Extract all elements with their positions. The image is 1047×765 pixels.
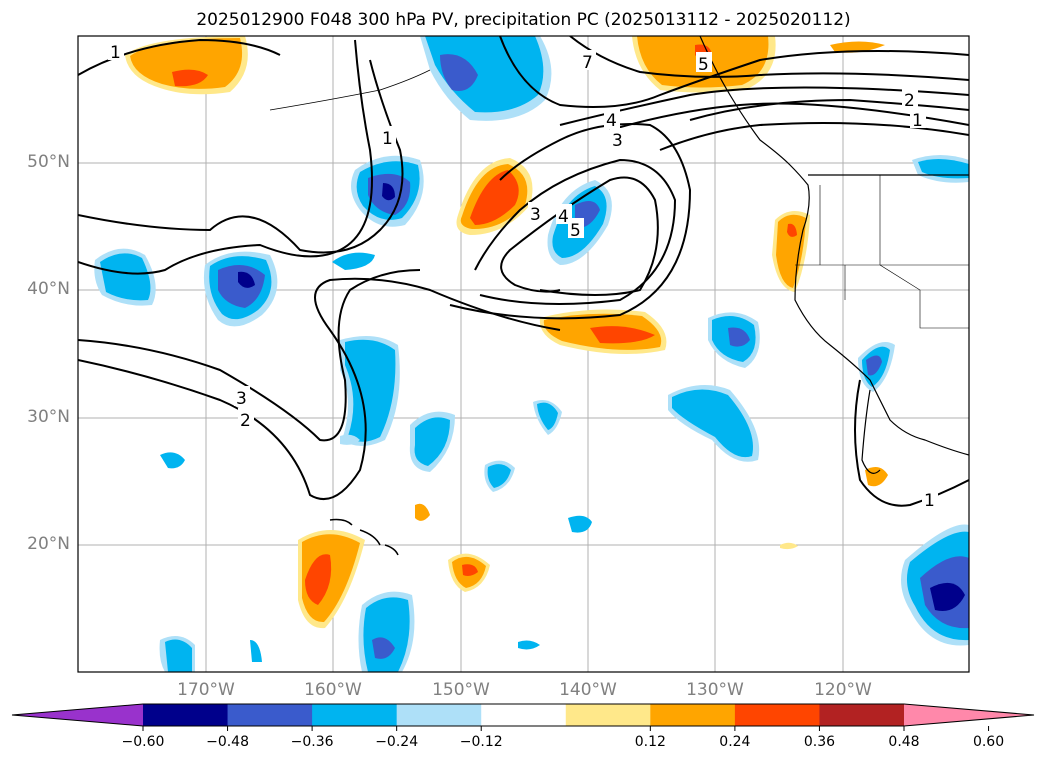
- contour-7: [499, 36, 969, 109]
- blob-coast-50n: [912, 155, 969, 183]
- hawaiian-islands: [329, 518, 399, 556]
- blob-small-south: [159, 434, 592, 672]
- blob-150w-27n: [409, 411, 455, 472]
- contour-label: 3: [236, 389, 247, 409]
- colorbar-segment: [734, 704, 820, 726]
- colorbar-segment: [227, 704, 313, 726]
- contour-1-nw: [78, 38, 281, 76]
- colorbar-tick-label: −0.36: [290, 734, 334, 750]
- contour-3-loop: [78, 269, 421, 442]
- contour-label: 2: [240, 411, 251, 431]
- colorbar-tick-label: −0.24: [375, 734, 419, 750]
- colorbar-tick-label: 0.60: [972, 734, 1005, 750]
- blob-117w-35n: [858, 341, 895, 392]
- colorbar-segment: [819, 704, 905, 726]
- blob-168w-41n: [203, 251, 278, 327]
- contour-2-west: [78, 39, 373, 275]
- coastlines: [269, 36, 969, 556]
- colorbar-segment: [650, 704, 736, 726]
- blob-small-45n: [332, 252, 375, 270]
- lon-label-120w: 120°W: [814, 680, 872, 700]
- contour-label: 5: [698, 55, 709, 75]
- lat-label-30n: 30°N: [27, 407, 70, 427]
- contour-label: 7: [582, 53, 593, 73]
- colorbar-tick-label: 0.36: [803, 734, 836, 750]
- blob-162w-17n: [298, 530, 365, 629]
- contour-5: [569, 36, 969, 81]
- precip-positive-areas: [125, 36, 888, 629]
- contour-5-inner: [500, 176, 659, 296]
- contour-label: 3: [530, 205, 541, 225]
- lon-label-170w: 170°W: [177, 680, 235, 700]
- aleutian-islands: [269, 69, 431, 111]
- colorbar-tick-label: 0.24: [719, 734, 751, 750]
- blob-157w-33n: [340, 336, 400, 446]
- contour-label: 4: [606, 111, 617, 131]
- blob-128w-37n: [708, 312, 760, 368]
- blob-143w-30n: [533, 399, 562, 435]
- contour-label: 1: [110, 43, 121, 63]
- lon-label-160w: 160°W: [304, 680, 362, 700]
- colorbar-segment: [396, 704, 482, 726]
- map-title: 2025012900 F048 300 hPa PV, precipitatio…: [196, 10, 851, 30]
- colorbar-segment: [312, 704, 398, 726]
- colorbar: [11, 703, 1035, 731]
- blob-138w-38n: [539, 309, 667, 354]
- contour-label: 1: [924, 491, 935, 511]
- colorbar-tick-label: 0.48: [888, 734, 920, 750]
- baja-california: [861, 389, 881, 474]
- lat-label-40n: 40°N: [27, 279, 70, 299]
- contour-2-loop: [78, 277, 561, 500]
- colorbar-extend-high: [904, 704, 1034, 726]
- lat-label-50n: 50°N: [27, 152, 70, 172]
- pv-contours: [78, 36, 969, 507]
- colorbar-extend-low: [12, 704, 143, 726]
- colorbar-tick-label: 0.12: [634, 734, 666, 750]
- plot-area: [78, 36, 969, 672]
- lon-label-130w: 130°W: [686, 680, 744, 700]
- lat-label-20n: 20°N: [27, 534, 70, 554]
- colorbar-tick-label: −0.60: [121, 734, 165, 750]
- contour-1-southeast: [854, 379, 969, 507]
- blob-nw-orange: [125, 36, 248, 95]
- blob-125w-43n: [772, 211, 810, 292]
- lon-label-150w: 150°W: [432, 680, 490, 700]
- lon-label-140w: 140°W: [559, 680, 617, 700]
- contour-label: 5: [570, 221, 581, 241]
- blob-small-positives: [415, 41, 888, 550]
- blob-130w-31n: [668, 385, 760, 462]
- blob-178w-41n: [94, 248, 156, 306]
- contour-4-mid: [474, 158, 677, 305]
- contour-label: 2: [904, 91, 915, 111]
- blob-southeast-corner: [901, 524, 969, 646]
- colorbar-segment: [143, 704, 229, 726]
- contour-label: 4: [558, 207, 569, 227]
- contour-label: 1: [912, 111, 923, 131]
- blob-147w-25n: [484, 460, 515, 492]
- contour-1-west: [78, 59, 404, 254]
- blob-gulf-alaska: [420, 36, 552, 121]
- contour-4-north: [609, 102, 969, 131]
- colorbar-tick-label: −0.48: [206, 734, 249, 750]
- colorbar-segment: [565, 704, 651, 726]
- plot-frame: [77, 35, 970, 673]
- contour-labels: 1 7 5 2 1 4 3 1 3 4 5 3 2 1: [108, 40, 938, 511]
- contour-label: 1: [382, 129, 393, 149]
- colorbar-tick-label: −0.12: [459, 734, 503, 750]
- contour-3-mid: [449, 123, 692, 320]
- contour-1-north: [689, 98, 969, 121]
- north-america-coast: [699, 36, 969, 456]
- blob-south-155w: [358, 591, 415, 672]
- state-borders: [795, 175, 969, 329]
- blob-150w-18n: [448, 553, 490, 592]
- contour-label: 3: [612, 131, 623, 151]
- colorbar-segment: [481, 704, 567, 726]
